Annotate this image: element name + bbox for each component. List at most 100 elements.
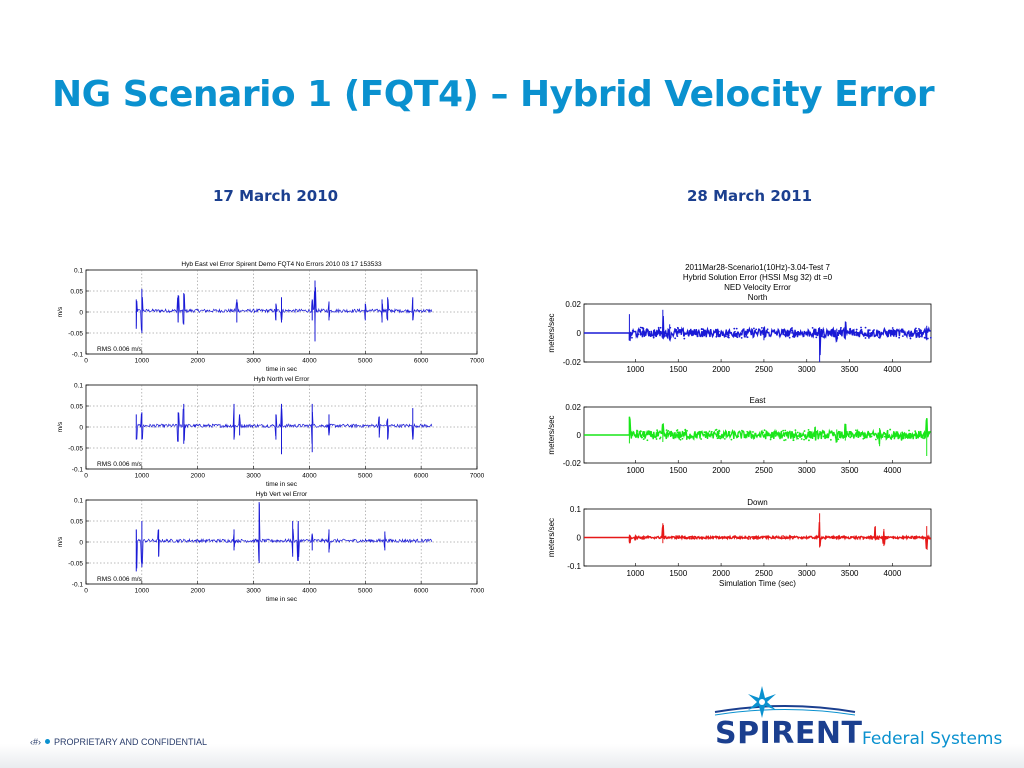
data-point: [734, 535, 736, 537]
data-point: [778, 334, 781, 337]
data-point: [655, 438, 658, 440]
y-tick-label: -0.02: [563, 459, 582, 468]
data-point: [920, 329, 922, 332]
data-point: [727, 334, 730, 337]
data-point: [733, 331, 736, 334]
data-point: [716, 437, 719, 440]
data-point: [805, 331, 808, 334]
data-point: [837, 438, 840, 441]
data-point: [925, 332, 928, 334]
data-point: [872, 536, 875, 539]
chart-title: North: [748, 293, 768, 302]
y-axis-label: meters/sec: [547, 415, 556, 454]
data-point: [712, 537, 714, 540]
chart-title: East: [749, 396, 766, 405]
data-point: [877, 538, 880, 540]
x-tick-label: 3500: [841, 569, 859, 578]
data-point: [769, 438, 772, 441]
data-point: [771, 435, 774, 438]
data-point: [673, 536, 676, 539]
x-tick-label: 1500: [669, 466, 687, 475]
data-point: [914, 433, 917, 436]
x-tick-label: 5000: [358, 358, 373, 365]
data-point: [748, 328, 751, 331]
data-point: [685, 438, 688, 440]
data-point: [659, 436, 662, 439]
data-point: [923, 336, 926, 339]
data-point: [642, 438, 645, 441]
data-point: [760, 326, 763, 329]
data-point: [755, 328, 758, 331]
data-point: [661, 335, 664, 338]
data-point: [725, 335, 727, 338]
data-point: [643, 431, 646, 433]
data-point: [786, 431, 789, 434]
data-point: [685, 537, 688, 540]
data-point: [697, 536, 700, 539]
data-point: [774, 435, 777, 437]
chart-title: 2011Mar28-Scenario1(10Hz)-3.04-Test 7: [685, 263, 830, 272]
data-point: [707, 535, 710, 538]
data-point: [731, 431, 734, 434]
data-point: [836, 536, 839, 539]
data-point: [684, 430, 687, 433]
data-point: [752, 537, 755, 540]
data-point: [816, 334, 819, 337]
x-tick-label: 6000: [414, 588, 429, 595]
x-axis-label: time in sec: [266, 366, 298, 373]
data-point: [691, 536, 694, 539]
y-tick-label: -0.1: [567, 562, 581, 571]
data-point: [822, 435, 825, 438]
data-point: [910, 537, 913, 539]
data-point: [741, 429, 743, 432]
confidential-label: PROPRIETARY AND CONFIDENTIAL: [54, 737, 208, 747]
x-tick-label: 3500: [841, 365, 859, 374]
data-point: [676, 335, 679, 337]
y-axis-label: meters/sec: [547, 518, 556, 557]
rms-annotation: RMS 0.006 m/s: [97, 346, 143, 353]
x-tick-label: 3000: [246, 473, 261, 480]
data-point: [727, 336, 729, 339]
data-point: [717, 537, 720, 540]
data-point: [743, 434, 746, 437]
x-axis-label: time in sec: [266, 596, 298, 603]
data-point: [717, 536, 719, 539]
data-point: [628, 535, 631, 538]
data-point: [786, 433, 788, 436]
data-point: [748, 432, 751, 435]
data-point: [783, 536, 786, 538]
data-point: [869, 332, 871, 335]
chart-title: Down: [747, 498, 767, 507]
data-point: [667, 429, 670, 432]
data-point: [918, 327, 920, 330]
data-point: [891, 327, 894, 329]
y-tick-label: 0.1: [570, 505, 582, 514]
data-point: [909, 331, 912, 334]
data-point: [724, 332, 727, 335]
data-point: [701, 537, 704, 540]
data-point: [674, 337, 677, 340]
data-point: [700, 327, 703, 330]
data-point: [688, 436, 691, 439]
data-point: [915, 332, 918, 335]
data-point: [807, 428, 810, 431]
x-tick-label: 4000: [884, 365, 902, 374]
data-point: [673, 436, 676, 439]
data-point: [862, 538, 865, 540]
data-point: [781, 329, 784, 332]
data-point: [772, 537, 775, 539]
data-point: [923, 435, 926, 438]
y-tick-label: -0.05: [68, 330, 83, 337]
data-point: [921, 537, 924, 539]
x-tick-label: 4000: [884, 569, 902, 578]
chart-title: NED Velocity Error: [724, 283, 791, 292]
data-point: [897, 433, 900, 436]
series-trace: [135, 503, 433, 569]
data-point: [886, 333, 888, 336]
x-tick-label: 2500: [755, 365, 773, 374]
data-point: [792, 536, 795, 539]
data-point: [838, 535, 841, 538]
data-point: [643, 537, 646, 540]
data-point: [833, 433, 836, 436]
